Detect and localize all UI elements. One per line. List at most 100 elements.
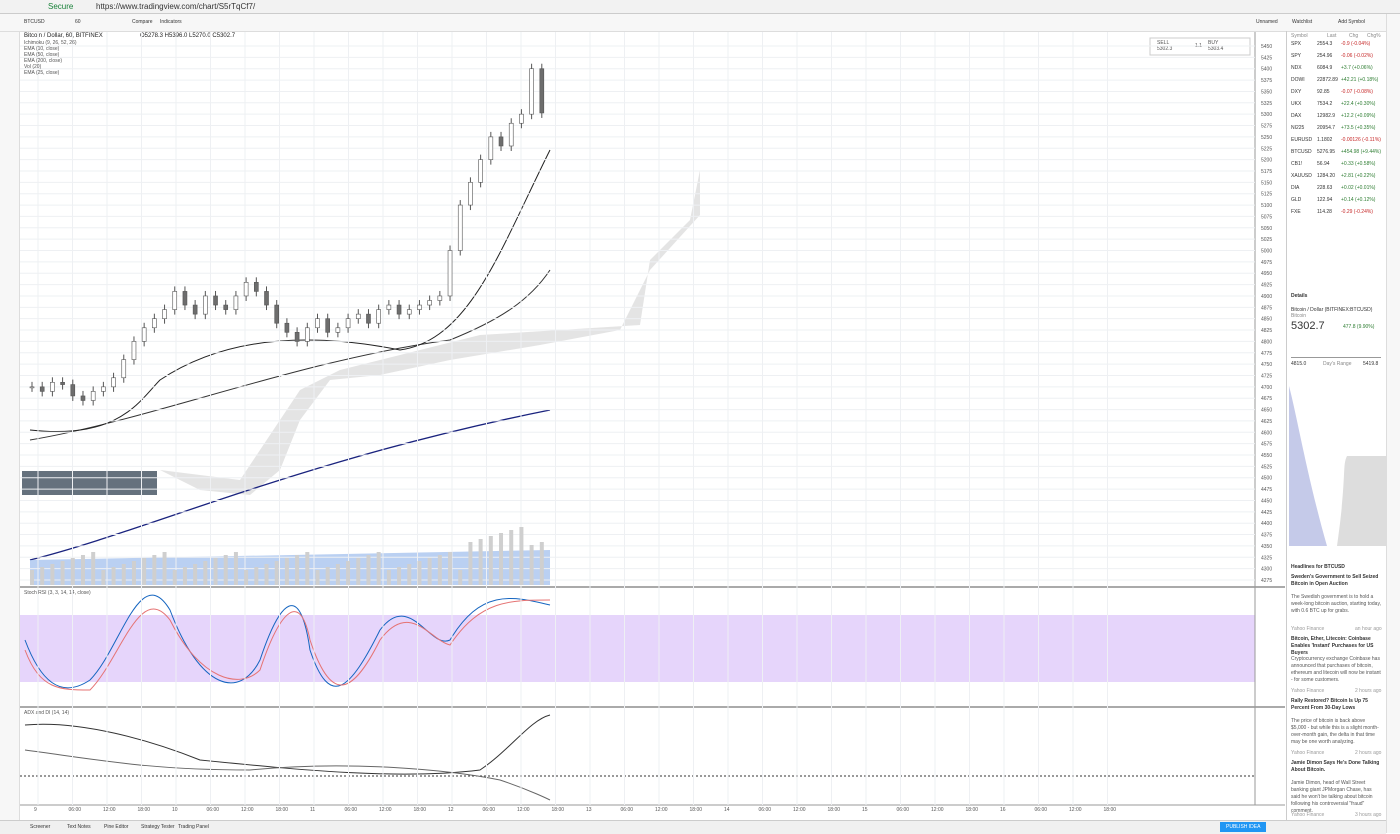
- volume-bar: [437, 555, 442, 585]
- watchlist-cell[interactable]: +12.2 (+0.09%): [1341, 113, 1376, 119]
- watchlist-cell[interactable]: +73.5 (+0.35%): [1341, 125, 1376, 131]
- watchlist-cell[interactable]: +0.33 (+0.58%): [1341, 161, 1376, 167]
- candle: [325, 318, 330, 333]
- bottom-tab[interactable]: Trading Panel: [178, 824, 209, 830]
- watchlist-cell[interactable]: -0.07 (-0.08%): [1341, 89, 1373, 95]
- buy-label[interactable]: BUY: [1208, 40, 1219, 46]
- watchlist-cell[interactable]: XAUUSD: [1291, 173, 1312, 179]
- headline-source: Yahoo Finance: [1291, 688, 1325, 694]
- watchlist-cell[interactable]: DOWI: [1291, 77, 1305, 83]
- price-tick-label: 4275: [1261, 578, 1272, 584]
- watchlist-cell[interactable]: 122.94: [1317, 197, 1333, 203]
- depth-chart: [1289, 386, 1386, 546]
- watchlist-cell[interactable]: BTCUSD: [1291, 149, 1312, 155]
- watchlist-cell[interactable]: 114.28: [1317, 209, 1332, 215]
- interval[interactable]: 60: [75, 19, 81, 25]
- watchlist-cell[interactable]: DXY: [1291, 89, 1302, 95]
- watchlist-cell[interactable]: UKX: [1291, 101, 1302, 107]
- watchlist-cell[interactable]: NDX: [1291, 65, 1302, 71]
- indicators[interactable]: Indicators: [160, 19, 182, 25]
- bottom-bar: Screener Text Notes Pine Editor Strategy Te…: [0, 820, 1386, 834]
- watchlist-cell[interactable]: DAX: [1291, 113, 1302, 119]
- watchlist-cell[interactable]: 1.1802: [1317, 137, 1333, 143]
- watchlist-cell[interactable]: +0.14 (+0.12%): [1341, 197, 1376, 203]
- volume-bar: [50, 564, 55, 585]
- watchlist-cell[interactable]: 7534.2: [1317, 101, 1333, 107]
- publish-button[interactable]: PUBLISH IDEA: [1220, 822, 1267, 832]
- volume-bar: [162, 552, 167, 585]
- headline[interactable]: Sweden's Government to Sell Seized Bitco…: [1291, 574, 1379, 587]
- range-bar: [1291, 357, 1381, 358]
- volume-bar: [488, 536, 493, 585]
- buy-price[interactable]: 5303.4: [1208, 46, 1224, 52]
- details-name: Bitcoin / Dollar (BITFINEX:BTCUSD): [1291, 307, 1373, 313]
- watchlist-cell[interactable]: FXE: [1291, 209, 1301, 215]
- watchlist-cell[interactable]: +3.7 (+0.06%): [1341, 65, 1373, 71]
- watchlist-cell[interactable]: -0.06 (-0.02%): [1341, 53, 1373, 59]
- volume-bar: [386, 570, 391, 585]
- time-label: 06:00: [1035, 807, 1048, 813]
- watchlist-cell[interactable]: DIA: [1291, 185, 1300, 191]
- price-tick-label: 5300: [1261, 112, 1272, 118]
- watchlist-cell[interactable]: NI225: [1291, 125, 1305, 131]
- candle: [478, 159, 483, 183]
- headline[interactable]: Rally Restored? Bitcoin Is Up 75 Percent…: [1291, 698, 1368, 711]
- candle: [447, 250, 453, 297]
- watchlist-cell[interactable]: -0.29 (-0.24%): [1341, 209, 1373, 215]
- watchlist-cell[interactable]: 92.85: [1317, 89, 1330, 95]
- right-panel: Symbol Last Chg Chg% SPX 2554.3 -0.9 (-0.04%) S…: [1286, 31, 1386, 820]
- watchlist-cell[interactable]: +42.21 (+0.18%): [1341, 77, 1379, 83]
- watchlist-cell[interactable]: 254.96: [1317, 53, 1333, 59]
- candle: [264, 291, 269, 306]
- candle: [121, 359, 127, 379]
- bottom-tab[interactable]: Screener: [30, 824, 51, 830]
- bottom-tab[interactable]: Text Notes: [67, 824, 91, 830]
- layout-name[interactable]: Unnamed: [1256, 19, 1278, 25]
- watchlist-cell[interactable]: SPX: [1291, 41, 1302, 47]
- watchlist-cell[interactable]: 56.94: [1317, 161, 1330, 167]
- watchlist-cell[interactable]: +2.81 (+0.22%): [1341, 173, 1376, 179]
- candle: [162, 309, 167, 319]
- candle: [90, 391, 96, 401]
- headline[interactable]: Jamie Dimon Says He's Done Talking About…: [1291, 760, 1380, 773]
- watchlist-cell[interactable]: -0.00126 (-0.11%): [1341, 137, 1381, 143]
- watchlist-cell[interactable]: 228.63: [1317, 185, 1333, 191]
- watchlist-cell[interactable]: +0.02 (+0.01%): [1341, 185, 1376, 191]
- volume-bar: [346, 561, 351, 585]
- candle: [396, 304, 402, 315]
- bottom-tab[interactable]: Strategy Tester: [141, 824, 175, 830]
- url[interactable]: https://www.tradingview.com/chart/S5rTqC…: [96, 2, 256, 11]
- headlines-title: Headlines for BTCUSD: [1291, 564, 1345, 570]
- watchlist-cell[interactable]: EURUSD: [1291, 137, 1313, 143]
- price-tick-label: 5150: [1261, 180, 1272, 186]
- watchlist-cell[interactable]: 5276.95: [1317, 149, 1336, 155]
- watchlist-cell[interactable]: 1284.20: [1317, 173, 1336, 179]
- candle: [457, 204, 463, 251]
- candle: [508, 122, 514, 147]
- watchlist-cell[interactable]: +22.4 (+0.30%): [1341, 101, 1376, 107]
- watchlist-cell[interactable]: 2554.3: [1317, 41, 1333, 47]
- symbol[interactable]: BTCUSD: [24, 19, 45, 25]
- compare[interactable]: Compare: [132, 19, 153, 25]
- watchlist-cell[interactable]: +454.98 (+9.44%): [1341, 149, 1382, 155]
- price-tick-label: 4925: [1261, 283, 1272, 289]
- watchlist-cell[interactable]: 12982.9: [1317, 113, 1336, 119]
- watchlist-cell[interactable]: SPY: [1291, 53, 1302, 59]
- bottom-tab[interactable]: Pine Editor: [104, 824, 129, 830]
- sell-price[interactable]: 5302.3: [1157, 46, 1173, 52]
- watchlist-cell[interactable]: GLD: [1291, 197, 1302, 203]
- watchlist-cell[interactable]: 6084.9: [1317, 65, 1333, 71]
- candle: [274, 304, 280, 324]
- add-symbol[interactable]: Add Symbol: [1338, 19, 1365, 25]
- watchlist-cell[interactable]: 20954.7: [1317, 125, 1336, 131]
- sell-label[interactable]: SELL: [1157, 40, 1169, 46]
- volume-bar: [142, 558, 147, 585]
- watchlist-cell[interactable]: 22872.89: [1317, 77, 1338, 83]
- headline[interactable]: Bitcoin, Ether, Litecoin: Coinbase Enabl…: [1291, 636, 1374, 656]
- watchlist-cell[interactable]: -0.9 (-0.04%): [1341, 41, 1371, 47]
- volume-bar: [172, 570, 177, 585]
- candle: [101, 386, 106, 392]
- time-label: 06:00: [897, 807, 910, 813]
- watchlist-cell[interactable]: CB1!: [1291, 161, 1303, 167]
- watchlist-title: Watchlist: [1292, 19, 1313, 25]
